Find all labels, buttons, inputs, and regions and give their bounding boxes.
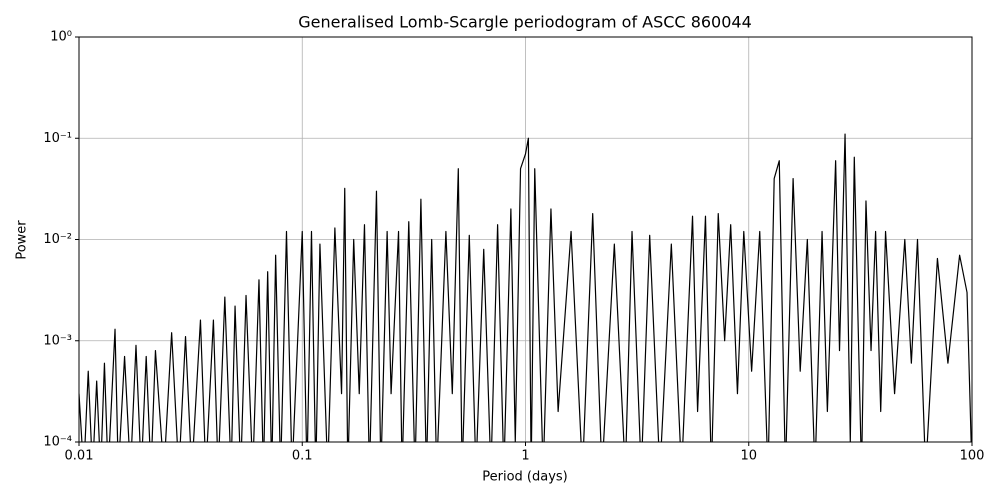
plot-area [79, 133, 972, 442]
x-tick-label: 0.01 [65, 449, 94, 464]
x-axis-label: Period (days) [482, 470, 568, 485]
chart-title: Generalised Lomb-Scargle periodogram of … [298, 13, 752, 32]
x-tick-label: 0.1 [292, 449, 313, 464]
y-tick-label: 10⁻³ [43, 333, 72, 348]
y-tick-label: 10⁻⁴ [43, 435, 72, 450]
series-line [79, 133, 972, 442]
y-tick-label: 10⁻¹ [43, 131, 72, 146]
x-tick-label: 100 [960, 449, 985, 464]
ticks: 0.01 0.1 1 10 100 10⁻⁴ 10⁻³ 10⁻² 10⁻¹ 10⁰ [43, 30, 984, 464]
y-axis-label: Power [15, 220, 30, 260]
y-tick-label: 10⁻² [43, 232, 72, 247]
y-tick-label: 10⁰ [50, 30, 72, 45]
x-tick-label: 10 [740, 449, 757, 464]
x-tick-label: 1 [521, 449, 529, 464]
